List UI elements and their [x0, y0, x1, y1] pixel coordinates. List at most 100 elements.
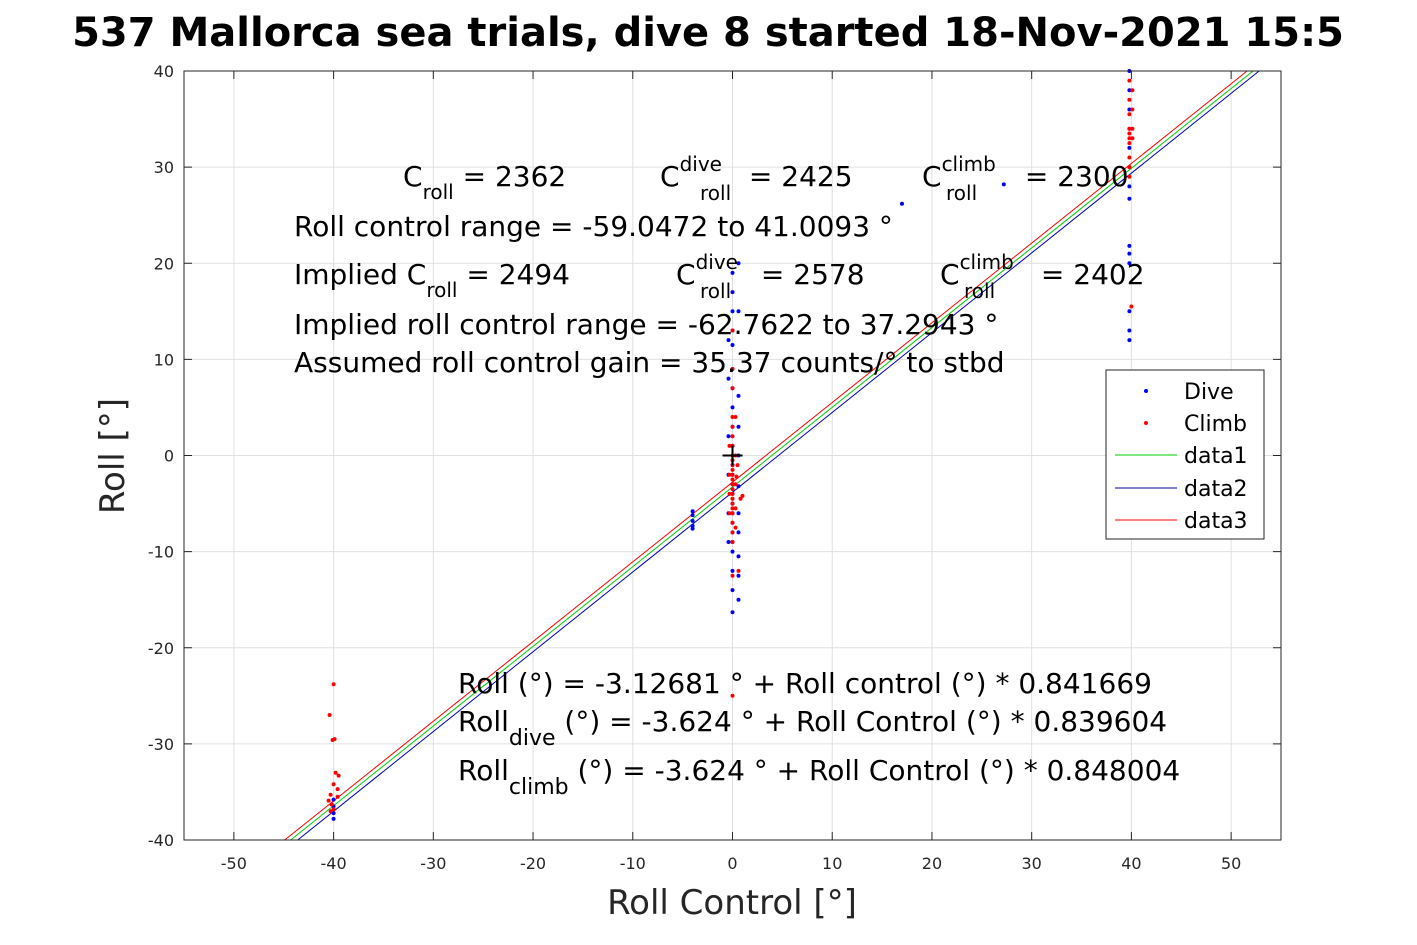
point-dive [736, 309, 741, 314]
annotation-roll-control-range: Roll control range = -59.0472 to 41.0093… [294, 210, 893, 243]
point-climb [730, 467, 735, 472]
point-dive [1127, 88, 1132, 93]
x-tick-label: -50 [221, 854, 247, 873]
annotation-implied-c-roll-dive: Cdive roll = 2578 [676, 250, 865, 303]
point-dive [1127, 261, 1132, 266]
point-dive [726, 540, 731, 544]
point-dive [736, 573, 741, 578]
legend-swatch-dive [1144, 389, 1148, 393]
point-climb [730, 328, 735, 333]
point-climb [733, 415, 738, 419]
point-climb [730, 573, 735, 578]
point-dive [1127, 184, 1132, 189]
point-climb [738, 496, 743, 501]
point-dive [736, 530, 741, 535]
point-dive [730, 568, 735, 573]
point-climb [736, 568, 741, 573]
point-climb [1127, 131, 1132, 136]
annotation-c-roll: Croll = 2362 [403, 160, 566, 204]
annotation-implied-c-roll-climb: Cclimb roll = 2402 [940, 250, 1145, 303]
point-climb [730, 511, 735, 516]
point-dive [1127, 145, 1132, 150]
y-tick-label: 10 [154, 350, 174, 369]
point-dive [1127, 107, 1132, 112]
point-climb [1130, 107, 1135, 112]
point-dive [690, 518, 695, 523]
point-climb [730, 434, 735, 439]
point-climb [1127, 141, 1132, 146]
point-climb [1127, 165, 1132, 170]
point-dive [690, 523, 695, 528]
point-climb [331, 682, 336, 687]
point-dive [726, 376, 731, 381]
point-climb [730, 386, 735, 391]
point-climb [1127, 97, 1132, 102]
point-dive [736, 393, 741, 398]
legend-label-data1: data1 [1184, 444, 1248, 469]
point-climb [335, 787, 340, 792]
point-climb [727, 443, 732, 448]
point-climb [326, 798, 331, 803]
point-climb [336, 773, 341, 778]
x-tick-label: 40 [1121, 854, 1141, 873]
y-tick-label: 20 [154, 254, 174, 273]
y-tick-label: 30 [154, 158, 174, 177]
point-dive [730, 588, 735, 593]
point-climb [1127, 112, 1132, 117]
point-climb [1127, 174, 1132, 179]
point-climb [730, 477, 735, 482]
legend: Dive Climb data1 data2 data3 [1105, 369, 1265, 540]
point-dive [730, 343, 735, 347]
point-climb [730, 496, 735, 501]
legend-swatch-climb [1144, 421, 1148, 425]
point-climb [327, 713, 332, 717]
y-tick-label: -30 [148, 735, 174, 754]
annotation-implied-c-roll: Implied Croll = 2494 [294, 258, 570, 302]
point-climb [730, 472, 735, 477]
point-climb [331, 807, 336, 812]
point-dive [690, 513, 695, 518]
y-tick-label: 40 [154, 62, 174, 81]
point-climb [730, 415, 735, 419]
point-dive [730, 270, 735, 275]
point-climb [328, 809, 333, 814]
point-dive [730, 549, 735, 554]
data-points [326, 69, 1135, 821]
point-climb [727, 472, 732, 477]
point-climb [1130, 136, 1135, 141]
point-climb [735, 463, 740, 468]
axis-ticks: -50 -40 -30 -20 -10 0 10 20 30 40 50 -40 -30 -20 -10 0 1… [148, 62, 1281, 873]
point-climb [1127, 155, 1132, 160]
legend-label-climb: Climb [1184, 412, 1247, 437]
point-dive [736, 261, 741, 266]
series-line-data3 [284, 70, 1248, 841]
x-tick-label: 50 [1221, 854, 1241, 873]
annotation-c-roll-climb: Cclimb roll = 2300 [922, 152, 1129, 205]
annotation-fit-dive: Rolldive (°) = -3.624 ° + Roll Control (… [458, 705, 1167, 751]
point-dive [1127, 338, 1132, 343]
series-line-data2 [297, 70, 1260, 841]
annotation-fit-all: Roll (°) = -3.12681 ° + Roll control (°)… [458, 667, 1152, 700]
x-tick-label: -40 [321, 854, 347, 873]
point-dive [331, 811, 336, 816]
point-dive [736, 554, 741, 559]
point-climb [733, 482, 738, 487]
point-climb [1127, 126, 1132, 131]
series-line-data1 [290, 70, 1254, 841]
x-tick-label: -20 [520, 854, 546, 873]
point-climb [730, 520, 735, 525]
point-dive [730, 309, 735, 314]
chart-title: 537 Mallorca sea trials, dive 8 started … [72, 10, 1344, 56]
point-climb [734, 474, 739, 479]
point-dive [331, 797, 336, 802]
x-tick-label: 0 [727, 854, 737, 873]
point-climb [730, 530, 735, 535]
point-climb [730, 367, 735, 371]
point-climb [1127, 78, 1132, 83]
x-tick-label: 30 [1022, 854, 1042, 873]
point-climb [727, 491, 732, 496]
point-dive [1001, 182, 1006, 187]
point-dive [1127, 196, 1132, 201]
point-climb [1129, 304, 1134, 309]
